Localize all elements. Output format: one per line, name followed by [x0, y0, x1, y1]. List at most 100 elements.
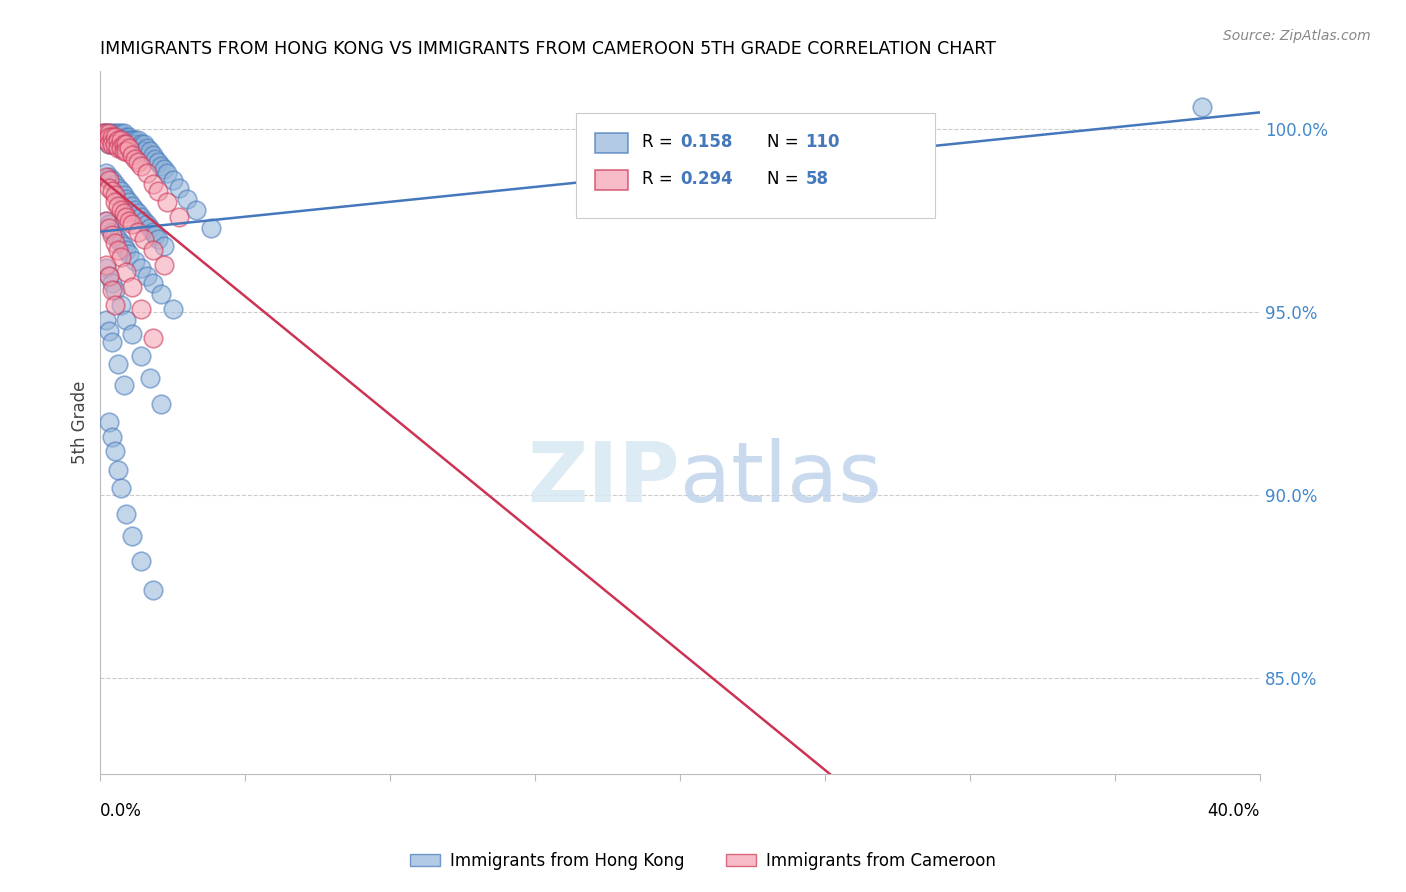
Point: [129, 159, 152, 173]
Point: [138, 371, 160, 385]
Point: [138, 144, 160, 158]
Point: [162, 173, 184, 187]
Point: [121, 218, 143, 232]
Point: [141, 583, 163, 598]
Point: [112, 378, 135, 392]
Point: [115, 507, 138, 521]
Point: [118, 140, 141, 154]
Point: [115, 129, 138, 144]
Point: [135, 268, 157, 283]
Point: [110, 251, 132, 265]
Point: [101, 430, 124, 444]
Point: [94, 213, 117, 227]
Point: [101, 126, 124, 140]
Point: [94, 126, 117, 140]
Point: [112, 136, 135, 151]
FancyBboxPatch shape: [575, 112, 935, 219]
Point: [94, 169, 117, 184]
Point: [98, 126, 121, 140]
Text: atlas: atlas: [681, 438, 882, 519]
Point: [107, 357, 129, 371]
Point: [107, 140, 129, 154]
Point: [115, 210, 138, 224]
Point: [110, 185, 132, 199]
Point: [107, 243, 129, 257]
Point: [101, 225, 124, 239]
Point: [104, 129, 127, 144]
Point: [118, 213, 141, 227]
Point: [98, 129, 121, 144]
Point: [107, 133, 129, 147]
Text: N =: N =: [768, 133, 804, 151]
Point: [101, 136, 124, 151]
Point: [91, 126, 114, 140]
Point: [94, 213, 117, 227]
Bar: [596, 133, 628, 153]
Point: [112, 126, 135, 140]
Point: [124, 254, 146, 268]
Point: [115, 136, 138, 151]
Point: [107, 136, 129, 151]
Point: [98, 268, 121, 283]
Point: [148, 185, 170, 199]
Point: [153, 258, 176, 272]
Point: [98, 169, 121, 184]
Point: [115, 312, 138, 326]
Point: [101, 136, 124, 151]
Point: [141, 243, 163, 257]
Point: [145, 228, 167, 243]
Point: [112, 206, 135, 220]
Point: [110, 481, 132, 495]
Bar: [596, 170, 628, 190]
Point: [138, 221, 160, 235]
Point: [101, 228, 124, 243]
Point: [118, 133, 141, 147]
Point: [148, 232, 170, 246]
Point: [98, 268, 121, 283]
Point: [184, 202, 207, 217]
Point: [141, 148, 163, 162]
Point: [118, 246, 141, 260]
Y-axis label: 5th Grade: 5th Grade: [72, 380, 89, 464]
Point: [94, 133, 117, 147]
Point: [98, 136, 121, 151]
Point: [98, 129, 121, 144]
Point: [101, 185, 124, 199]
Point: [94, 261, 117, 276]
Point: [104, 283, 127, 297]
Point: [115, 265, 138, 279]
Point: [107, 199, 129, 213]
Point: [127, 133, 149, 147]
Point: [107, 463, 129, 477]
Point: [135, 140, 157, 154]
Text: 40.0%: 40.0%: [1208, 802, 1260, 820]
Point: [110, 298, 132, 312]
Point: [98, 218, 121, 232]
Point: [127, 155, 149, 169]
Point: [141, 225, 163, 239]
Point: [135, 166, 157, 180]
Point: [101, 276, 124, 290]
Point: [121, 199, 143, 213]
Point: [129, 136, 152, 151]
Point: [98, 136, 121, 151]
Point: [150, 159, 173, 173]
Point: [150, 287, 173, 301]
Point: [200, 221, 222, 235]
Point: [115, 140, 138, 154]
Point: [167, 181, 190, 195]
Point: [121, 327, 143, 342]
Point: [145, 152, 167, 166]
Point: [141, 331, 163, 345]
Text: Source: ZipAtlas.com: Source: ZipAtlas.com: [1223, 29, 1371, 43]
Point: [124, 136, 146, 151]
Point: [132, 232, 155, 246]
Point: [94, 312, 117, 326]
Point: [101, 129, 124, 144]
Point: [98, 173, 121, 187]
Point: [118, 140, 141, 154]
Point: [104, 188, 127, 202]
Point: [153, 162, 176, 177]
Point: [112, 188, 135, 202]
Point: [153, 239, 176, 253]
